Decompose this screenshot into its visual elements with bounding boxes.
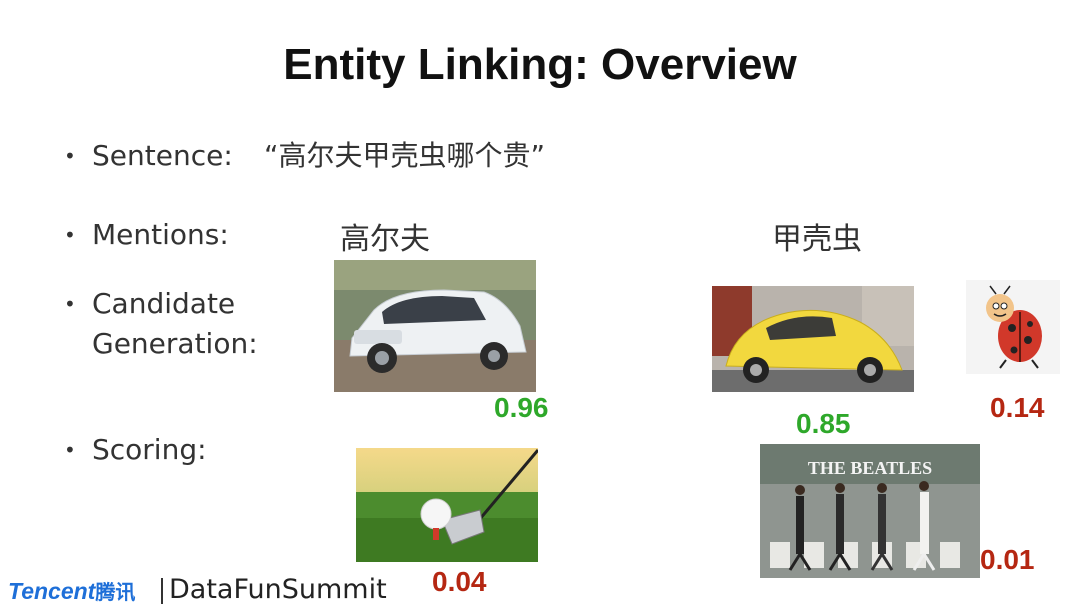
score-ladybug: 0.14 [990, 392, 1045, 423]
candidate-label-2: Generation: [92, 327, 258, 360]
tencent-logo-cn: 腾讯 [95, 580, 136, 604]
mention-beetle: 甲壳虫 [772, 222, 862, 257]
sentence-label: Sentence: [92, 139, 233, 172]
slide-title: Entity Linking: Overview [283, 40, 797, 89]
score-golf-ball: 0.04 [432, 566, 487, 597]
scoring-label: Scoring: [92, 433, 207, 466]
bullet-dot: • [64, 438, 76, 462]
candidate-label-1: Candidate [92, 287, 236, 320]
datafun-summit-label: DataFunSummit [169, 574, 387, 605]
mentions-label: Mentions: [92, 218, 229, 251]
footer-separator [161, 578, 163, 604]
mention-golf: 高尔夫 [340, 222, 430, 257]
score-yellow-beetle: 0.85 [796, 408, 851, 439]
yellow-beetle-car-image [712, 286, 914, 392]
score-beatles: 0.01 [980, 544, 1035, 575]
white-car-image [334, 260, 536, 392]
bullet-dot: • [64, 144, 76, 168]
tencent-logo: Tencent腾讯 [8, 576, 135, 605]
score-white-car: 0.96 [494, 392, 549, 423]
golf-ball-image [356, 448, 538, 562]
sentence-value: “高尔夫甲壳虫哪个贵” [264, 139, 546, 172]
tencent-logo-text: Tencent [8, 578, 96, 604]
bullet-dot: • [64, 223, 76, 247]
bullet-dot: • [64, 292, 76, 316]
beatles-caption: THE BEATLES [808, 458, 932, 478]
ladybug-cartoon-image [966, 280, 1060, 374]
beatles-abbey-road-image: THE BEATLES [760, 444, 980, 578]
